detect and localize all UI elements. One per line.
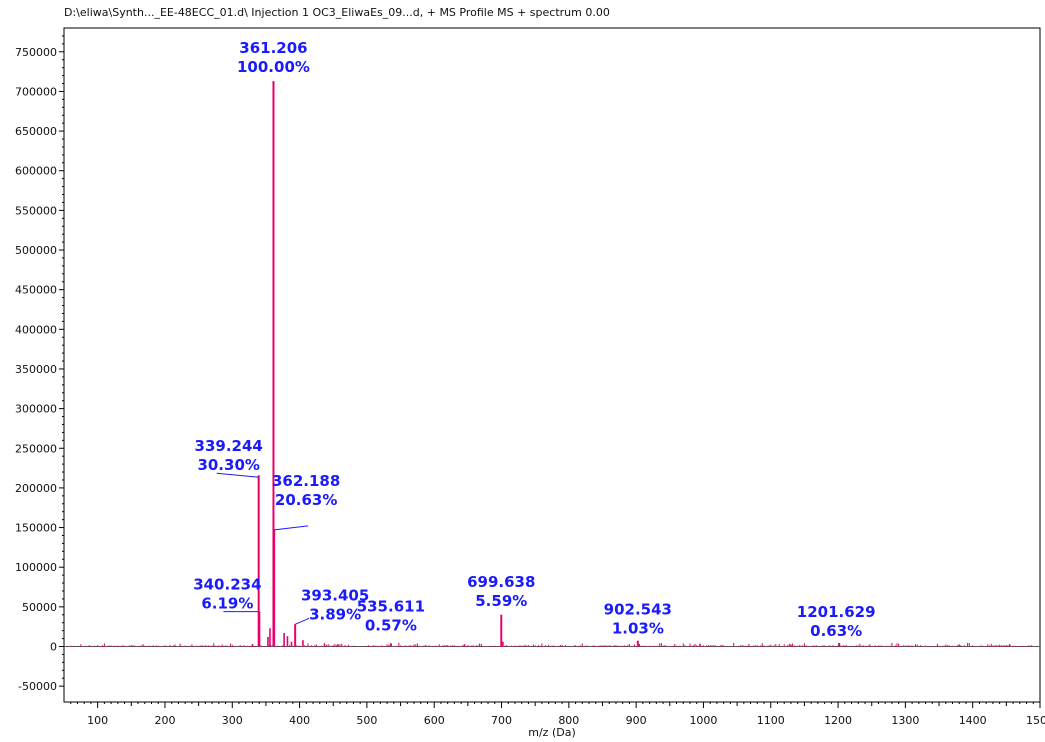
peak-mz-label: 393.405 (301, 586, 369, 604)
x-tick-label: 900 (626, 714, 647, 727)
y-tick-label: 250000 (15, 442, 57, 455)
peak-leader-line (294, 617, 310, 625)
baseline-noise (70, 642, 1034, 647)
y-tick-label: -50000 (18, 680, 57, 693)
x-tick-label: 1500 (1026, 714, 1045, 727)
plot-frame (63, 27, 1041, 703)
x-tick-label: 500 (356, 714, 377, 727)
peak-percent-label: 100.00% (237, 58, 310, 76)
x-tick-label: 800 (558, 714, 579, 727)
x-tick-label: 700 (491, 714, 512, 727)
x-tick-label: 1200 (824, 714, 852, 727)
peak-mz-label: 902.543 (604, 601, 672, 619)
peak-percent-label: 0.57% (365, 616, 417, 634)
peak-percent-label: 3.89% (309, 605, 361, 623)
peak-leader-line (274, 525, 309, 531)
peak-percent-label: 6.19% (201, 595, 253, 613)
y-tick-label: 0 (50, 640, 57, 653)
x-tick-label: 200 (154, 714, 175, 727)
y-tick-label: 750000 (15, 46, 57, 59)
peak-mz-label: 339.244 (195, 437, 263, 455)
x-tick-label: 600 (424, 714, 445, 727)
peak-percent-label: 20.63% (275, 491, 337, 509)
x-tick-label: 300 (222, 714, 243, 727)
y-tick-label: 200000 (15, 482, 57, 495)
peak-mz-label: 699.638 (467, 573, 535, 591)
spectrum-trace (70, 81, 1034, 647)
y-tick-label: 150000 (15, 522, 57, 535)
y-tick-label: 500000 (15, 244, 57, 257)
x-tick-label: 1400 (959, 714, 987, 727)
y-tick-label: 50000 (22, 601, 57, 614)
peak-leader-line (216, 472, 259, 478)
x-tick-label: 1100 (757, 714, 785, 727)
peak-mz-label: 340.234 (193, 576, 261, 594)
peak-mz-label: 361.206 (239, 39, 307, 57)
x-tick-label: 1300 (891, 714, 919, 727)
x-axis: 100 200 300 400 500 600 700 800 900 1000 1100 1200 1… (70, 702, 1045, 727)
x-tick-label: 1000 (689, 714, 717, 727)
chart-title: D:\eliwa\Synth..._EE-48ECC_01.d\ Injecti… (64, 6, 610, 19)
peak-mz-label: 362.188 (272, 472, 340, 490)
x-axis-title: m/z (Da) (528, 726, 576, 739)
y-tick-label: 450000 (15, 284, 57, 297)
y-axis: -50000 0 50000 100000 150000 200000 250000 3000… (15, 35, 64, 693)
x-tick-label: 400 (289, 714, 310, 727)
y-tick-label: 650000 (15, 125, 57, 138)
peak-percent-label: 5.59% (475, 592, 527, 610)
peak-percent-label: 30.30% (197, 456, 259, 474)
peak-percent-label: 1.03% (612, 620, 664, 638)
y-tick-label: 600000 (15, 165, 57, 178)
x-tick-label: 100 (87, 714, 108, 727)
y-tick-label: 100000 (15, 561, 57, 574)
y-tick-label: 550000 (15, 204, 57, 217)
y-tick-label: 350000 (15, 363, 57, 376)
peak-mz-label: 1201.629 (797, 603, 876, 621)
peak-mz-label: 535.611 (357, 597, 425, 615)
y-tick-label: 700000 (15, 85, 57, 98)
y-tick-label: 400000 (15, 323, 57, 336)
y-tick-label: 300000 (15, 403, 57, 416)
peak-percent-label: 0.63% (810, 622, 862, 640)
